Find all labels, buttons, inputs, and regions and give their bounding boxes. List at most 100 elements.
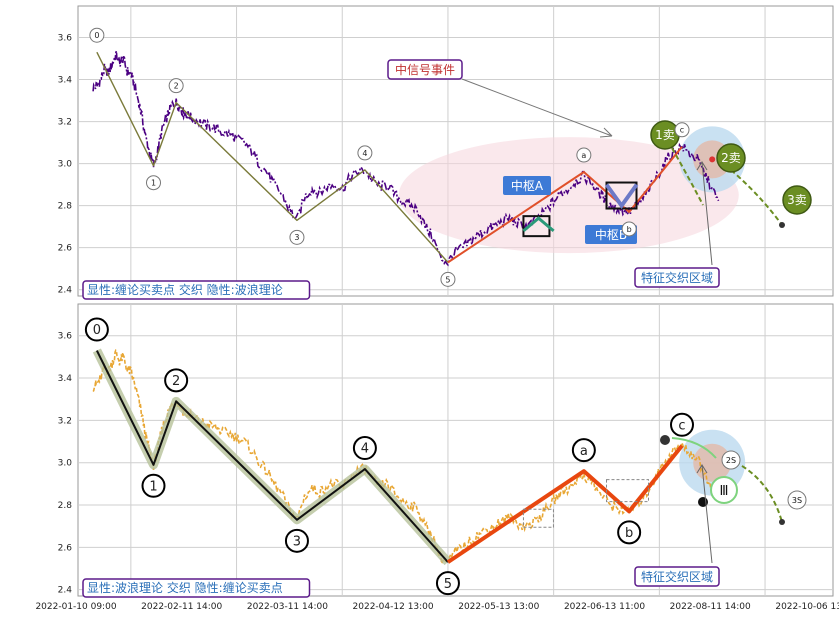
wave-point-label: a (580, 444, 588, 459)
x-tick-label: 2022-01-10 09:00 (35, 602, 116, 612)
y-tick-label: 3.0 (58, 160, 73, 170)
sell-marker (716, 143, 746, 173)
wave-point-marker (168, 78, 184, 94)
wave-point-marker (89, 27, 105, 43)
pivot-b-label: 中枢B (595, 227, 627, 242)
sell-path (730, 169, 783, 226)
wave-point-label: 2 (172, 374, 180, 389)
impulse-wave-line (95, 350, 449, 563)
feature-arrow (696, 464, 713, 564)
pivot-a-box (522, 508, 554, 528)
y-tick-label: 2.8 (58, 501, 73, 511)
wave-point-label: c (678, 418, 685, 433)
pivot-a-label-box (503, 176, 551, 195)
wave-point-label: 2 (174, 82, 179, 91)
wave-point-label: 3 (294, 233, 299, 242)
wave-point-marker (621, 221, 637, 237)
wave-point-marker (84, 317, 109, 342)
sell-path-end (779, 519, 785, 525)
feature-arrow (696, 161, 713, 266)
sell-path-1 (671, 147, 704, 206)
pivot-b-stroke (604, 183, 639, 210)
feature-zone-box (634, 267, 720, 288)
signal-arrow (461, 78, 613, 138)
feature-dot (709, 156, 716, 163)
feature-zone-label: 特征交织区域 (641, 270, 713, 285)
y-tick-label: 2.6 (58, 244, 73, 254)
sell-3s-marker (787, 490, 807, 510)
y-tick-label: 3.6 (58, 34, 73, 44)
wave-point-marker (674, 122, 690, 138)
wave-point-marker (284, 528, 309, 553)
wave-point-label: 0 (94, 31, 99, 40)
pivot-a-label: 中枢A (511, 178, 544, 193)
y-tick-label: 2.8 (58, 202, 73, 212)
wave-point-marker (352, 436, 377, 461)
panel-top: 3.6 3.4 3.2 3.0 2.8 2.6 2.4 中枢A 中枢B 中信号事件 1卖 2卖 3卖特征… (58, 5, 834, 300)
x-tick-label: 2022-08-11 14:00 (670, 602, 751, 612)
buy-3-label: Ⅲ (720, 484, 729, 499)
wave-point-marker (357, 145, 373, 161)
wave-point-label: 1 (151, 179, 156, 188)
y-tick-label: 2.6 (58, 543, 73, 553)
y-tick-label: 3.2 (58, 416, 72, 426)
wave-point-marker (576, 147, 592, 163)
x-tick-label: 2022-04-12 13:00 (353, 602, 434, 612)
feature-zone-box (634, 566, 720, 587)
y-tick-label: 3.0 (58, 459, 73, 469)
buy-3-marker (710, 476, 738, 504)
wave-point-marker (571, 438, 596, 463)
top-caption-box (82, 280, 311, 300)
sell-2s-marker (721, 450, 741, 470)
buy-path (671, 437, 717, 459)
x-tick-label: 2022-03-11 14:00 (247, 602, 328, 612)
x-tick-label: 2022-10-06 13:00 (775, 602, 839, 612)
pivot-a-stroke (522, 216, 555, 233)
y-tick-label: 3.4 (58, 374, 73, 384)
highlight-ellipse (398, 137, 739, 254)
wave-point-label: 0 (93, 323, 101, 338)
wave-point-marker (141, 473, 166, 498)
wave-point-marker (164, 368, 189, 393)
x-tick-label: 2022-05-13 13:00 (458, 602, 539, 612)
y-tick-label: 2.4 (58, 286, 73, 296)
wave-point-label: 4 (362, 149, 367, 158)
x-tick-label: 2022-02-11 14:00 (141, 602, 222, 612)
sell-2s-label: 2S (726, 456, 736, 465)
pivot-b-box (606, 479, 649, 503)
wave-point-marker (670, 412, 694, 437)
wave-point-label: 3 (293, 535, 301, 550)
wave-point-marker (617, 520, 642, 545)
c-marker-dot (660, 435, 670, 445)
wave-point-marker (440, 271, 456, 287)
bottom-caption-box (82, 578, 311, 598)
y-tick-label: 3.4 (58, 76, 73, 86)
wave-point-marker (289, 229, 305, 245)
top-caption: 显性:缠论买卖点 交织 隐性:波浪理论 (87, 282, 283, 297)
panel-bottom: 3.6 3.4 3.2 3.0 2.8 2.6 2.4 Ⅲ 2S 3S 特征交织区域 0 1 2 3 4 5 a b… (35, 303, 839, 612)
wave-point-label: 5 (444, 577, 452, 592)
y-tick-label: 3.6 (58, 332, 73, 342)
sell-marker (782, 185, 812, 215)
sell-path-end (779, 222, 785, 228)
wave-point-label: a (581, 151, 586, 160)
feature-zone-label: 特征交织区域 (641, 569, 713, 584)
wave-point-label: b (627, 225, 632, 234)
sell-label: 3卖 (787, 193, 807, 207)
sell-label: 1卖 (655, 128, 675, 142)
signal-event-label: 中信号事件 (395, 62, 455, 77)
impulse-wave-line (96, 51, 449, 263)
wave-point-label: 5 (445, 275, 450, 284)
y-tick-label: 3.2 (58, 118, 72, 128)
sell-3s-label: 3S (792, 496, 802, 505)
wave-point-label: 4 (361, 442, 369, 457)
wave-point-marker (435, 571, 460, 596)
x-tick-label: 2022-06-13 11:00 (564, 602, 645, 612)
wave-point-label: b (625, 526, 633, 541)
signal-event-box (387, 59, 463, 80)
bottom-caption: 显性:波浪理论 交织 隐性:缠论买卖点 (87, 580, 283, 595)
sell-label: 2卖 (721, 151, 741, 165)
y-tick-label: 2.4 (58, 586, 73, 596)
